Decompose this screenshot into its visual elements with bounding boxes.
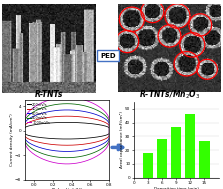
600mV/s: [23, 123, 26, 126]
Bar: [143, 153, 153, 178]
Bar: [185, 114, 196, 178]
800mV/s: [65, 103, 68, 105]
X-axis label: Potential (V): Potential (V): [52, 188, 82, 189]
Line: 1000mV/s: 1000mV/s: [25, 98, 109, 164]
200mV/s: [92, 136, 94, 139]
Line: 200mV/s: 200mV/s: [25, 122, 109, 139]
400mV/s: [104, 122, 107, 124]
600mV/s: [101, 143, 103, 146]
600mV/s: [53, 149, 56, 152]
Bar: [97, 50, 119, 61]
200mV/s: [101, 135, 103, 137]
400mV/s: [65, 115, 68, 117]
Bar: [157, 139, 167, 178]
1000mV/s: [101, 151, 103, 154]
600mV/s: [105, 119, 108, 121]
Text: PED: PED: [100, 53, 116, 59]
Y-axis label: Areal capacitance (mF/cm²): Areal capacitance (mF/cm²): [120, 111, 124, 168]
200mV/s: [66, 138, 68, 140]
1000mV/s: [105, 112, 108, 115]
1000mV/s: [23, 139, 26, 142]
600mV/s: [66, 150, 68, 153]
400mV/s: [53, 144, 56, 146]
1000mV/s: [23, 120, 26, 122]
Bar: [199, 141, 210, 178]
200mV/s: [23, 132, 26, 134]
200mV/s: [65, 121, 68, 124]
800mV/s: [101, 147, 103, 149]
200mV/s: [53, 138, 56, 140]
600mV/s: [65, 109, 68, 111]
400mV/s: [27, 137, 29, 140]
1000mV/s: [92, 157, 94, 159]
200mV/s: [23, 127, 26, 129]
1000mV/s: [66, 163, 68, 165]
Bar: [171, 127, 181, 178]
200mV/s: [104, 125, 107, 127]
1000mV/s: [65, 96, 68, 99]
400mV/s: [92, 142, 94, 144]
Text: R-TNTs: R-TNTs: [35, 90, 63, 99]
800mV/s: [53, 156, 56, 158]
Text: R-TNTs/Mn$_2$O$_3$: R-TNTs/Mn$_2$O$_3$: [139, 88, 200, 101]
600mV/s: [23, 136, 26, 138]
800mV/s: [105, 116, 108, 118]
Y-axis label: Current density (mA/cm²): Current density (mA/cm²): [10, 113, 14, 166]
200mV/s: [27, 134, 29, 136]
200mV/s: [105, 125, 108, 128]
600mV/s: [27, 141, 29, 143]
1000mV/s: [53, 162, 56, 164]
1000mV/s: [104, 111, 107, 113]
400mV/s: [101, 139, 103, 141]
600mV/s: [92, 147, 94, 149]
400mV/s: [23, 125, 26, 128]
400mV/s: [105, 122, 108, 124]
400mV/s: [23, 134, 26, 136]
Line: 600mV/s: 600mV/s: [25, 110, 109, 151]
800mV/s: [104, 115, 107, 117]
Line: 800mV/s: 800mV/s: [25, 104, 109, 158]
1000mV/s: [27, 148, 29, 150]
400mV/s: [66, 144, 68, 146]
X-axis label: Deposition time (min): Deposition time (min): [154, 187, 199, 189]
800mV/s: [92, 152, 94, 154]
Legend: 200mV/s, 400mV/s, 600mV/s, 800mV/s, 1000mV/s: 200mV/s, 400mV/s, 600mV/s, 800mV/s, 1000…: [26, 102, 51, 125]
800mV/s: [66, 156, 68, 159]
800mV/s: [23, 138, 26, 140]
800mV/s: [27, 144, 29, 146]
Line: 400mV/s: 400mV/s: [25, 116, 109, 145]
800mV/s: [23, 122, 26, 124]
600mV/s: [104, 118, 107, 120]
